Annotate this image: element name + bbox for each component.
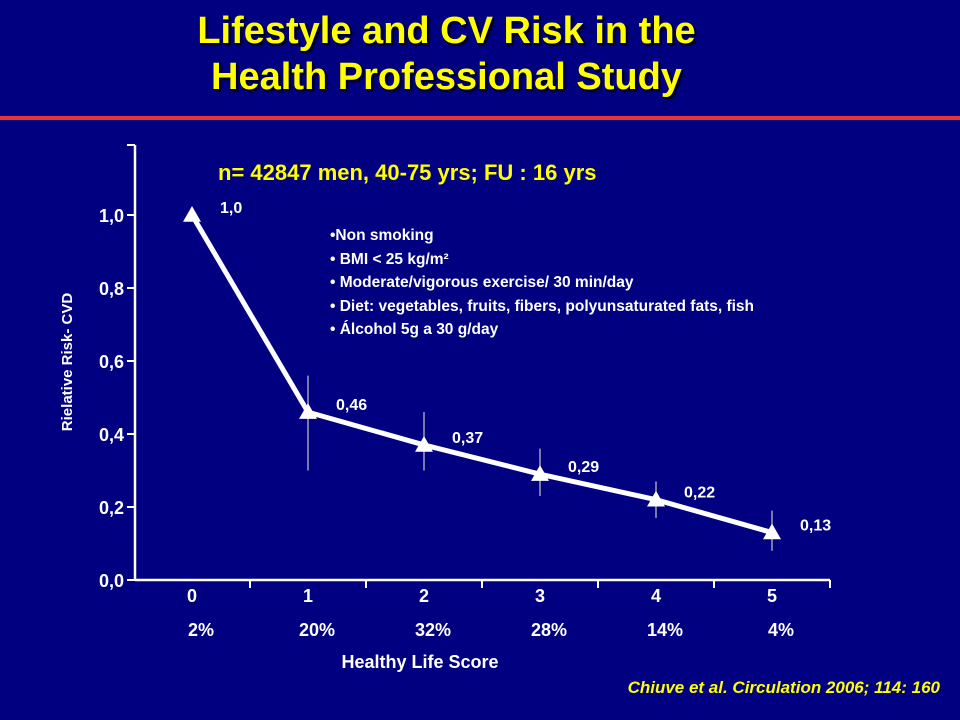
title-line-1: Lifestyle and CV Risk in the (197, 10, 696, 52)
y-tick-label: 0,8 (99, 279, 124, 299)
x-tick-label: 1 (303, 586, 313, 606)
lifestyle-criteria-list: •Non smoking • BMI < 25 kg/m² • Moderate… (330, 224, 754, 342)
y-axis-label: Rielative Risk- CVD (59, 293, 76, 432)
y-tick-label: 1,0 (99, 206, 124, 226)
series-group (189, 213, 773, 535)
criteria-item-smoking: •Non smoking (330, 227, 434, 244)
data-value-label: 0,46 (336, 397, 367, 414)
criteria-item-bmi: • BMI < 25 kg/m² (330, 250, 449, 268)
x-tick-label: 3 (535, 586, 545, 606)
title-line-2: Health Professional Study (211, 56, 682, 98)
title-divider (0, 116, 960, 120)
x-category-percent: 2% (188, 620, 214, 640)
y-tick-label: 0,0 (99, 571, 124, 591)
error-bar-group (307, 375, 773, 551)
study-subtitle: n= 42847 men, 40-75 yrs; FU : 16 yrs (218, 160, 597, 185)
criteria-item-diet: • Diet: vegetables, fruits, fibers, poly… (330, 297, 755, 315)
citation: Chiuve et al. Circulation 2006; 114: 160 (627, 678, 940, 697)
data-value-label: 0,22 (684, 485, 715, 502)
y-tick-label: 0,6 (99, 352, 124, 372)
x-tick-group: 0 2% 1 20% 2 32% 3 28% 4 14% 5 4% (187, 580, 831, 640)
x-category-percent: 28% (531, 620, 567, 640)
data-point-marker (763, 523, 781, 540)
y-tick-label: 0,2 (99, 498, 124, 518)
data-value-label: 0,37 (452, 430, 483, 447)
value-label-group: 1,0 0,46 0,37 0,29 0,22 0,13 (220, 200, 831, 535)
x-category-percent: 20% (299, 620, 335, 640)
data-point-marker (647, 490, 665, 507)
data-point-marker (531, 465, 549, 481)
criteria-item-alcohol: • Álcohol 5g a 30 g/day (330, 321, 499, 338)
data-value-label: 1,0 (220, 200, 242, 217)
x-axis-label: Healthy Life Score (341, 652, 498, 672)
data-point-marker (183, 206, 201, 222)
data-point-marker (415, 435, 433, 452)
data-value-label: 0,13 (800, 518, 831, 535)
slide-title: Lifestyle and CV Risk in the Health Prof… (0, 8, 893, 100)
marker-group (183, 206, 781, 540)
x-tick-label: 2 (419, 586, 429, 606)
x-category-percent: 4% (768, 620, 794, 640)
x-tick-label: 4 (651, 586, 661, 606)
x-category-percent: 32% (415, 620, 451, 640)
y-tick-group: 0,0 0,2 0,4 0,6 0,8 1,0 (99, 206, 135, 591)
x-tick-label: 0 (187, 586, 197, 606)
series-line (189, 213, 773, 535)
criteria-item-exercise: • Moderate/vigorous exercise/ 30 min/day (330, 274, 634, 291)
x-tick-label: 5 (767, 586, 777, 606)
data-point-marker (299, 403, 317, 419)
data-value-label: 0,29 (568, 459, 599, 476)
x-category-percent: 14% (647, 620, 683, 640)
y-tick-label: 0,4 (99, 425, 124, 445)
